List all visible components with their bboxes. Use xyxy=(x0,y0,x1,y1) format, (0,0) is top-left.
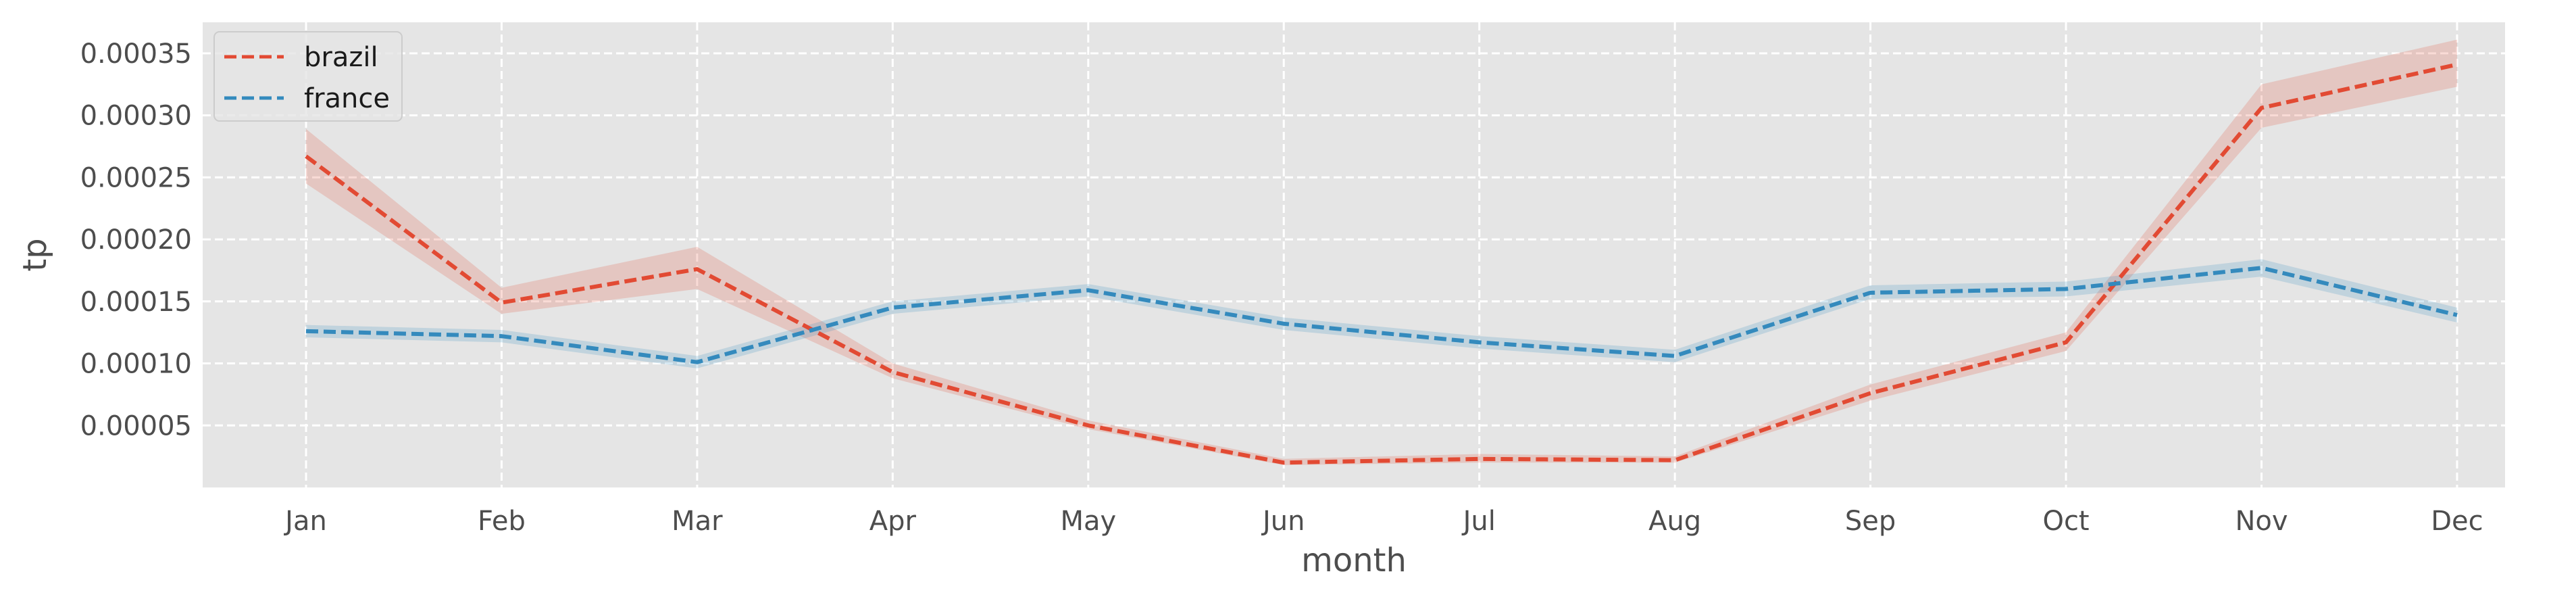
gridlines xyxy=(203,22,2505,487)
x-tick-label: Apr xyxy=(869,506,917,537)
x-tick-label: Dec xyxy=(2431,506,2483,537)
x-tick-label: Nov xyxy=(2235,506,2288,537)
x-tick-label: Jun xyxy=(1261,506,1305,537)
y-tick-label: 0.00025 xyxy=(80,162,192,193)
x-tick-label: Mar xyxy=(672,506,723,537)
y-tick-label: 0.00035 xyxy=(80,39,192,70)
x-tick-label: Aug xyxy=(1648,506,1701,537)
y-tick-labels: 0.00005 0.00010 0.00015 0.00020 0.00025 0.000… xyxy=(80,39,192,441)
x-tick-labels: Jan Feb Mar Apr May Jun Jul Aug Sep Oct Nov Dec xyxy=(283,506,2483,537)
legend-label-brazil: brazil xyxy=(304,42,378,73)
confidence-bands xyxy=(306,39,2457,465)
x-tick-label: Jan xyxy=(283,506,327,537)
y-tick-label: 0.00020 xyxy=(80,224,192,256)
legend-label-france: france xyxy=(304,83,390,114)
series-lines xyxy=(305,62,2458,465)
y-axis-title: tp xyxy=(16,238,54,271)
x-tick-label: Feb xyxy=(478,506,526,537)
confidence-band-france xyxy=(306,259,2457,368)
x-tick-label: Jul xyxy=(1461,506,1496,537)
plot-background xyxy=(203,22,2505,487)
x-axis-title: month xyxy=(1301,542,1407,579)
series-line-brazil xyxy=(305,62,2458,465)
series-line-france xyxy=(305,266,2458,364)
y-tick-label: 0.00030 xyxy=(80,101,192,132)
y-tick-label: 0.00005 xyxy=(80,410,192,441)
y-tick-label: 0.00015 xyxy=(80,287,192,318)
x-tick-label: May xyxy=(1060,506,1116,537)
x-tick-label: Sep xyxy=(1845,506,1896,537)
y-tick-label: 0.00010 xyxy=(80,349,192,380)
legend: brazil france xyxy=(213,31,403,122)
x-tick-label: Oct xyxy=(2042,506,2089,537)
